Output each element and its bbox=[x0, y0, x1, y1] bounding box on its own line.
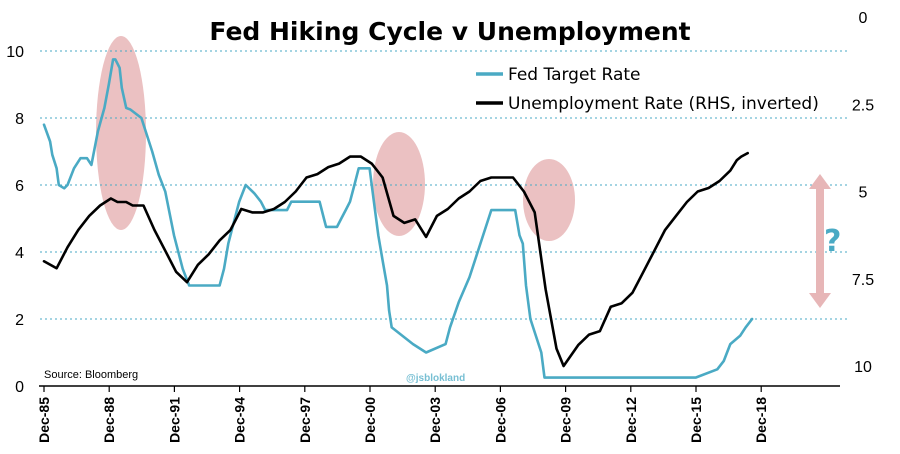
legend-label-unemployment-rate: Unemployment Rate (RHS, inverted) bbox=[508, 94, 819, 114]
series-line-fed-target-rate bbox=[42, 58, 754, 379]
source-note: Source: Bloomberg bbox=[44, 369, 138, 381]
y-left-tick-label-1: 2 bbox=[15, 312, 24, 329]
x-tick-label-1: Dec-88 bbox=[101, 397, 117, 443]
x-tick-label-9: Dec-12 bbox=[623, 397, 639, 443]
arrow-shaft bbox=[816, 188, 824, 294]
arrow-head-down bbox=[809, 293, 831, 308]
y-right-tick-label-4: 10 bbox=[854, 359, 872, 376]
x-tick-label-8: Dec-09 bbox=[558, 397, 574, 443]
x-tick-label-3: Dec-94 bbox=[232, 397, 248, 443]
y-axis-left: 0 2 4 6 8 10 bbox=[6, 44, 24, 396]
y-left-tick-label-5: 10 bbox=[6, 44, 24, 61]
series-lines bbox=[42, 58, 754, 379]
chart-title: Fed Hiking Cycle v Unemployment bbox=[209, 17, 690, 46]
x-tick-label-5: Dec-00 bbox=[362, 397, 378, 443]
x-tick-label-11: Dec-18 bbox=[753, 397, 769, 443]
legend: Fed Target Rate Unemployment Rate (RHS, … bbox=[476, 65, 819, 114]
y-left-tick-label-0: 0 bbox=[15, 379, 24, 396]
y-right-tick-label-1: 2.5 bbox=[852, 97, 874, 114]
double-arrow-annotation bbox=[809, 174, 831, 308]
gridlines bbox=[40, 50, 848, 320]
x-tick-label-10: Dec-15 bbox=[688, 397, 704, 443]
series-line-unemployment-rate bbox=[42, 151, 750, 368]
x-tick-label-6: Dec-03 bbox=[427, 397, 443, 443]
y-axis-right: 0 2.5 5 7.5 10 bbox=[852, 10, 874, 376]
question-mark-annotation: ? bbox=[824, 224, 841, 259]
y-right-tick-label-2: 5 bbox=[859, 185, 868, 202]
y-right-tick-label-0: 0 bbox=[859, 10, 868, 27]
x-tick-label-0: Dec-85 bbox=[36, 397, 52, 443]
x-tick-label-2: Dec-91 bbox=[166, 397, 182, 443]
watermark-handle: @jsblokland bbox=[406, 373, 465, 384]
y-right-tick-label-3: 7.5 bbox=[852, 272, 874, 289]
x-tick-label-4: Dec-97 bbox=[297, 397, 313, 443]
highlight-ellipse-2000 bbox=[373, 132, 425, 236]
y-left-tick-label-2: 4 bbox=[15, 245, 24, 262]
highlight-ellipse-2006 bbox=[523, 159, 575, 241]
x-axis-ticks: Dec-85 Dec-88 Dec-91 Dec-94 Dec-97 Dec-00 Dec-… bbox=[36, 386, 769, 443]
legend-label-fed-target-rate: Fed Target Rate bbox=[508, 65, 640, 85]
arrow-head-up bbox=[809, 174, 831, 189]
y-left-tick-label-3: 6 bbox=[15, 178, 24, 195]
y-left-tick-label-4: 8 bbox=[15, 111, 24, 128]
x-tick-label-7: Dec-06 bbox=[492, 397, 508, 443]
